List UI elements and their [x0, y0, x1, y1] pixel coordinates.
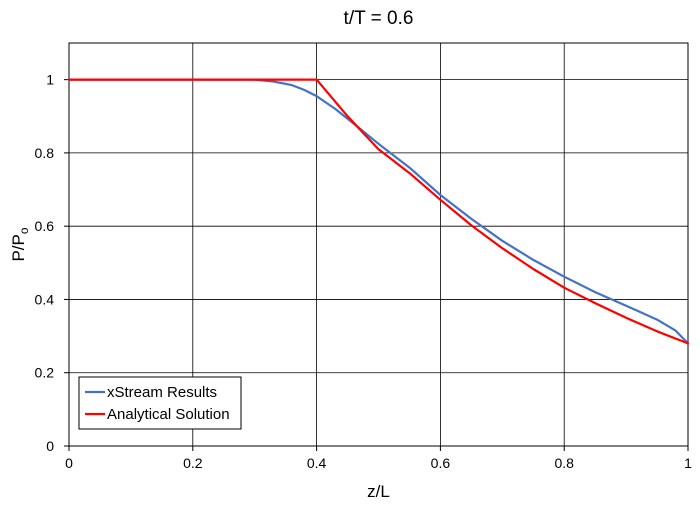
y-axis-title: P/Po [9, 227, 31, 261]
series-line-analytical-solution [67, 78, 690, 345]
x-tick-label: 0.4 [307, 455, 327, 471]
x-tick-label: 0.6 [431, 455, 451, 471]
x-tick-label: 0.2 [183, 455, 203, 471]
y-axis-title-main: P/P [9, 234, 28, 261]
x-tick-label: 1 [684, 455, 692, 471]
legend-box [78, 376, 242, 430]
chart-legend: xStream Results Analytical Solution [78, 376, 242, 430]
legend-items: xStream Results Analytical Solution [85, 384, 230, 423]
series-lines [67, 78, 690, 345]
y-axis-ticks: 0 0.2 0.4 0.6 0.8 1 [35, 72, 69, 454]
x-axis-title: z/L [367, 482, 390, 501]
y-tick-label: 0.8 [35, 145, 55, 161]
y-tick-label: 0 [46, 438, 54, 454]
x-axis-ticks: 0 0.2 0.4 0.6 0.8 1 [65, 446, 692, 471]
y-tick-label: 0.4 [35, 291, 55, 307]
y-tick-label: 0.6 [35, 218, 55, 234]
x-tick-label: 0.8 [554, 455, 574, 471]
x-tick-label: 0 [65, 455, 73, 471]
legend-label: xStream Results [107, 384, 217, 401]
plot-area-frame [68, 42, 689, 447]
y-axis-title-subscript: o [17, 227, 31, 234]
y-tick-label: 1 [46, 72, 54, 88]
y-tick-label: 0.2 [35, 365, 55, 381]
chart-title: t/T = 0.6 [344, 8, 414, 29]
legend-label: Analytical Solution [107, 406, 230, 423]
